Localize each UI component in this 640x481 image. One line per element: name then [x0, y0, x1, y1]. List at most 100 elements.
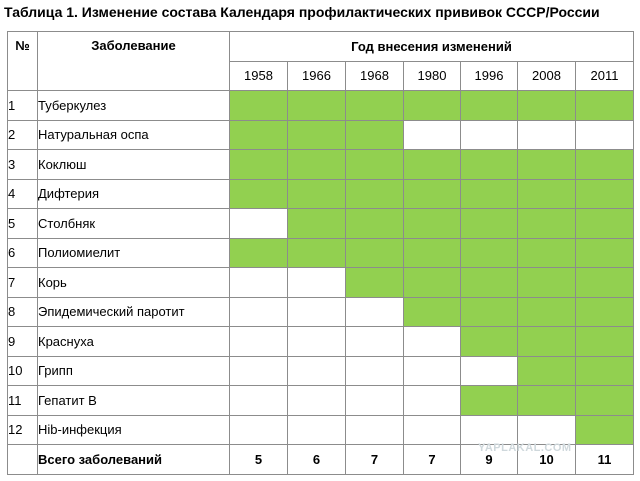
year-header-1968: 1968	[345, 60, 404, 91]
vaccination-cell-filled	[345, 90, 404, 121]
row-number: 6	[7, 237, 38, 268]
vaccination-cell-empty	[287, 414, 346, 445]
vaccination-cell-empty	[229, 385, 288, 416]
vaccination-cell-filled	[403, 90, 461, 121]
vaccination-cell-filled	[460, 296, 518, 327]
vaccination-cell-empty	[229, 296, 288, 327]
vaccination-cell-empty	[229, 326, 288, 357]
vaccination-cell-empty	[287, 267, 346, 298]
year-header-1958: 1958	[229, 60, 288, 91]
table-row: 10 Грипп	[7, 355, 634, 386]
vaccination-cell-filled	[517, 149, 576, 180]
vaccination-cell-filled	[229, 178, 288, 209]
vaccination-cell-filled	[403, 296, 461, 327]
disease-name: Эпидемический паротит	[37, 296, 230, 327]
vaccination-cell-filled	[517, 267, 576, 298]
row-number: 7	[7, 267, 38, 298]
totals-row: Всего заболеваний 5 6 7 7 9 10 11	[7, 444, 634, 475]
vaccination-cell-filled	[287, 90, 346, 121]
table-row: 4 Дифтерия	[7, 178, 634, 209]
vaccination-cell-filled	[229, 119, 288, 150]
vaccination-cell-filled	[345, 237, 404, 268]
year-header-2008: 2008	[517, 60, 576, 91]
vaccination-cell-filled	[403, 237, 461, 268]
vaccination-cell-empty	[229, 208, 288, 239]
total-value: 10	[517, 444, 576, 475]
row-number: 12	[7, 414, 38, 445]
disease-name: Натуральная оспа	[37, 119, 230, 150]
row-number: 1	[7, 90, 38, 121]
watermark: YAPLAKAL.COM	[478, 442, 572, 454]
vaccination-cell-empty	[345, 355, 404, 386]
vaccination-cell-filled	[345, 149, 404, 180]
vaccination-cell-filled	[403, 149, 461, 180]
vaccination-cell-filled	[517, 296, 576, 327]
vaccination-cell-filled	[403, 178, 461, 209]
row-number: 4	[7, 178, 38, 209]
disease-name: Грипп	[37, 355, 230, 386]
vaccination-cell-filled	[575, 326, 634, 357]
row-number: 2	[7, 119, 38, 150]
year-header-2011: 2011	[575, 60, 634, 91]
total-value: 11	[575, 444, 634, 475]
disease-name: Hib-инфекция	[37, 414, 230, 445]
disease-name: Полиомиелит	[37, 237, 230, 268]
vaccination-cell-filled	[460, 267, 518, 298]
vaccination-cell-filled	[460, 149, 518, 180]
vaccination-cell-empty	[517, 119, 576, 150]
row-number: 3	[7, 149, 38, 180]
header-row: № Заболевание Год внесения изменений	[7, 31, 634, 91]
vaccination-cell-filled	[517, 208, 576, 239]
disease-name: Туберкулез	[37, 90, 230, 121]
num-header: №	[7, 31, 38, 91]
vaccination-cell-empty	[345, 296, 404, 327]
vaccination-cell-empty	[345, 326, 404, 357]
vaccination-cell-empty	[403, 355, 461, 386]
vaccination-cell-empty	[287, 296, 346, 327]
vaccination-cell-filled	[460, 385, 518, 416]
table-row: 1 Туберкулез	[7, 90, 634, 121]
totals-label: Всего заболеваний	[37, 444, 230, 475]
vaccination-cell-empty	[229, 267, 288, 298]
row-number: 10	[7, 355, 38, 386]
table-row: 8 Эпидемический паротит	[7, 296, 634, 327]
vaccination-cell-empty	[460, 355, 518, 386]
row-number: 8	[7, 296, 38, 327]
vaccination-cell-filled	[460, 178, 518, 209]
vaccination-cell-empty	[460, 119, 518, 150]
vaccination-cell-filled	[575, 149, 634, 180]
vaccination-cell-filled	[575, 385, 634, 416]
vaccination-cell-filled	[575, 267, 634, 298]
vaccination-cell-filled	[345, 178, 404, 209]
table-row: 2 Натуральная оспа	[7, 119, 634, 150]
vaccination-cell-empty	[229, 414, 288, 445]
total-value: 6	[287, 444, 346, 475]
vaccination-cell-filled	[460, 326, 518, 357]
total-value: 9	[460, 444, 518, 475]
vaccination-cell-empty	[345, 414, 404, 445]
vaccination-cell-filled	[287, 208, 346, 239]
vaccination-cell-filled	[517, 355, 576, 386]
vaccination-cell-filled	[345, 267, 404, 298]
vaccination-cell-filled	[229, 149, 288, 180]
vaccination-cell-empty	[403, 414, 461, 445]
vaccination-cell-filled	[229, 237, 288, 268]
vaccination-cell-filled	[287, 119, 346, 150]
vaccination-cell-filled	[575, 208, 634, 239]
totals-blank-cell	[7, 444, 38, 475]
disease-name: Столбняк	[37, 208, 230, 239]
year-header-1980: 1980	[403, 60, 461, 91]
total-value: 7	[345, 444, 404, 475]
vaccination-table: № Заболевание Год внесения изменений 195…	[7, 31, 634, 475]
table-row: 9 Краснуха	[7, 326, 634, 357]
disease-name: Корь	[37, 267, 230, 298]
vaccination-cell-filled	[287, 237, 346, 268]
vaccination-cell-filled	[575, 296, 634, 327]
table-row: 3 Коклюш	[7, 149, 634, 180]
table-row: 12 Hib-инфекция	[7, 414, 634, 445]
vaccination-cell-filled	[403, 267, 461, 298]
table-row: 11 Гепатит В	[7, 385, 634, 416]
row-number: 5	[7, 208, 38, 239]
vaccination-cell-filled	[460, 90, 518, 121]
vaccination-cell-filled	[575, 178, 634, 209]
